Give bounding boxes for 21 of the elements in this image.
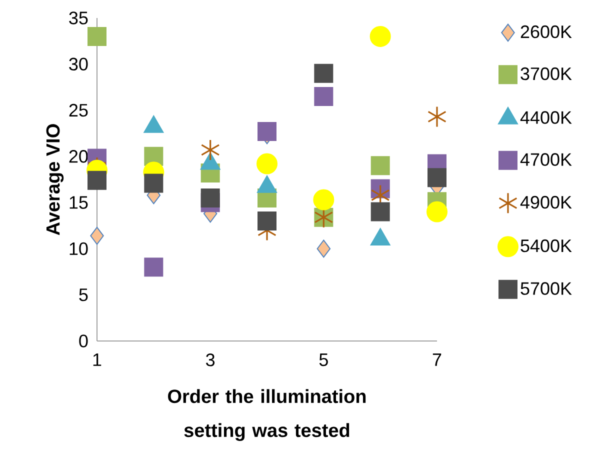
y-tick-label: 5 bbox=[79, 288, 88, 302]
legend-label: 2600K bbox=[520, 25, 572, 38]
y-tick-label: 30 bbox=[69, 58, 88, 71]
legend-label: 5400K bbox=[520, 239, 572, 252]
legend-label: 4400K bbox=[520, 111, 572, 124]
x-tick-label: 1 bbox=[93, 354, 102, 366]
x-tick-label: 3 bbox=[206, 354, 215, 366]
y-tick-label: 20 bbox=[69, 150, 88, 163]
y-tick-label: 35 bbox=[69, 12, 88, 24]
legend-label: 5700K bbox=[520, 282, 572, 295]
legend-label: 4700K bbox=[520, 153, 572, 166]
y-tick-label: 10 bbox=[70, 242, 88, 256]
x-tick-label: 5 bbox=[319, 354, 328, 366]
legend-label: 4900K bbox=[520, 196, 572, 209]
x-axis-title: Order the illumination setting was tested bbox=[168, 389, 366, 441]
y-axis-title: Average VIO bbox=[46, 124, 64, 236]
x-tick-label: 7 bbox=[432, 354, 442, 366]
y-tick-label: 15 bbox=[70, 196, 88, 209]
y-tick-label: 25 bbox=[69, 104, 88, 117]
y-tick-label: 0 bbox=[79, 334, 88, 348]
legend-label: 3700K bbox=[520, 67, 572, 80]
